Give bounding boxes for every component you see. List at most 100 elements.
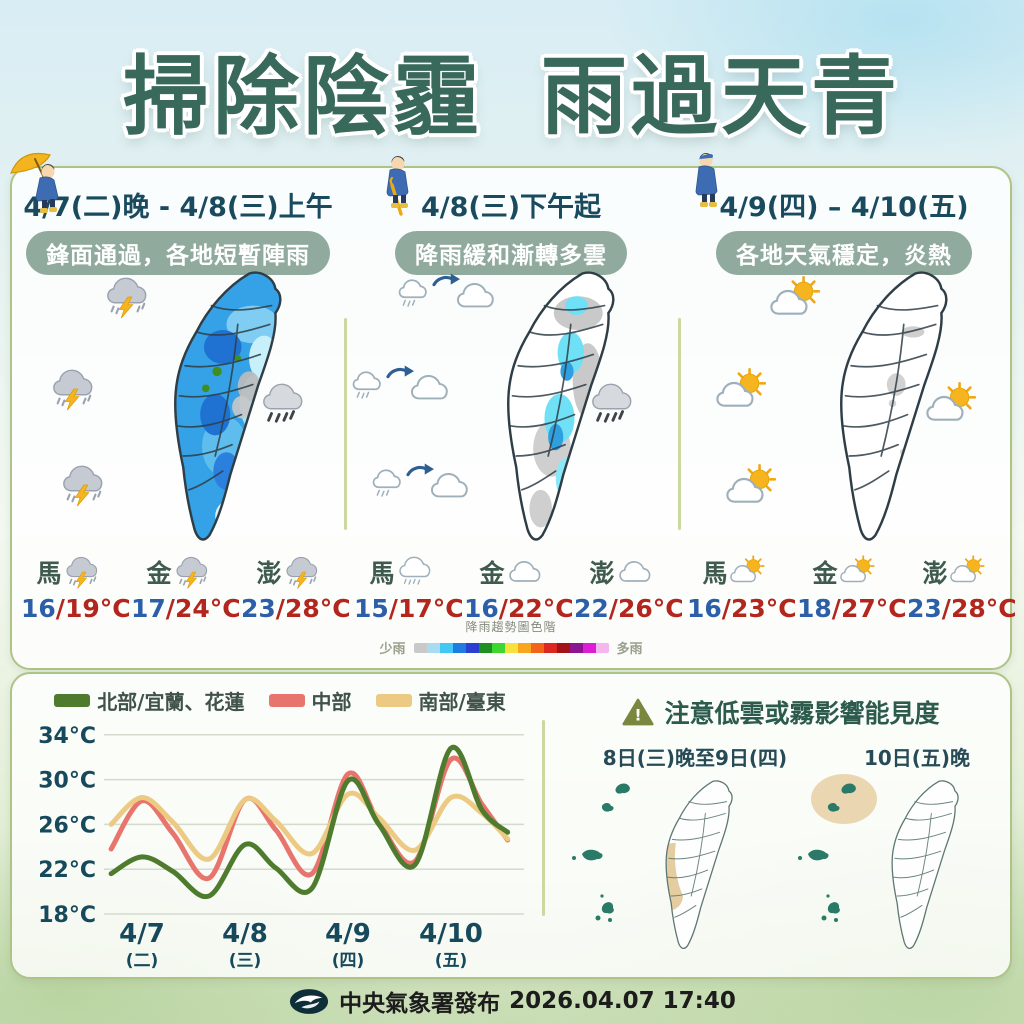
forecast-panel-1: 4/7(二)晚 - 4/8(三)上午 鋒面通過，各地短暫陣雨 xyxy=(12,168,351,668)
panel-3-map-area xyxy=(678,268,1010,553)
svg-text:4/9: 4/9 xyxy=(325,919,371,949)
high-temp: 26 xyxy=(617,594,653,623)
partly-sunny-icon xyxy=(770,274,822,330)
rain-scale-bar xyxy=(413,642,609,653)
station-kinmen: 金 17/24°C xyxy=(131,552,241,623)
station-matsu: 馬 16/23°C xyxy=(687,552,797,623)
panel-2-date: 4/8(三)下午起 xyxy=(420,192,602,223)
station-matsu: 馬 15/17°C xyxy=(354,552,464,623)
low-temp: 16 xyxy=(464,594,499,623)
rain-scale-title: 降雨趨勢圖色階 xyxy=(465,620,557,634)
rain-cloud-icon xyxy=(589,380,635,430)
forecast-panel-3: 4/9(四) – 4/10(五) 各地天氣穩定，炎熱 馬 16/23°C xyxy=(678,168,1017,668)
partly-sunny-icon xyxy=(926,380,978,436)
station-name: 澎 xyxy=(922,559,948,588)
svg-text:30°C: 30°C xyxy=(38,769,96,794)
cloud-icon xyxy=(617,554,653,590)
cloud-icon xyxy=(507,554,543,590)
high-temp: 28 xyxy=(950,594,986,623)
panel-divider xyxy=(344,318,347,530)
page-title: 掃除陰霾 雨過天青 xyxy=(0,26,1024,151)
thunderstorm-icon xyxy=(50,366,96,416)
high-temp: 27 xyxy=(840,594,876,623)
rain-to-cloud-icon xyxy=(395,270,499,320)
warning-triangle-icon: ! xyxy=(622,698,655,725)
panel-3-summary: 各地天氣穩定，炎熱 xyxy=(716,231,972,275)
rain-to-cloud-icon xyxy=(349,362,453,412)
issuing-agency: 中央氣象署發布 xyxy=(339,991,501,1017)
low-temp: 22 xyxy=(574,594,609,623)
svg-text:(五): (五) xyxy=(435,951,468,971)
rain-to-cloud-icon xyxy=(369,460,473,510)
legend-item: 北部/宜蘭、花蓮 xyxy=(54,686,245,715)
panel-2-summary: 降雨緩和漸轉多雲 xyxy=(395,231,627,275)
low-temp: 23 xyxy=(241,594,276,623)
panel-3-stations: 馬 16/23°C 金 18/27°C 澎 23/28°C xyxy=(678,552,1017,623)
low-temp: 18 xyxy=(797,594,832,623)
station-penghu: 澎 23/28°C xyxy=(241,552,351,623)
section-divider xyxy=(542,720,545,916)
legend-item: 南部/臺東 xyxy=(375,686,506,715)
thunderstorm-icon xyxy=(64,554,100,590)
fog-period-1-label: 8日(三)晚至9日(四) xyxy=(602,746,788,770)
character-umbrella-open xyxy=(10,152,59,213)
taiwan-map-easing-rain xyxy=(507,271,615,541)
station-name: 馬 xyxy=(36,559,62,588)
chart-legend: 北部/宜蘭、花蓮 中部 南部/臺東 xyxy=(20,686,540,715)
svg-text:4/8: 4/8 xyxy=(222,919,268,949)
panel-divider xyxy=(678,318,681,530)
issue-datetime: 2026.04.07 17:40 xyxy=(509,988,736,1014)
partly-sunny-icon xyxy=(730,554,766,590)
station-matsu: 馬 16/19°C xyxy=(21,552,131,623)
low-temp: 16 xyxy=(687,594,722,623)
panel-1-stations: 馬 16/19°C 金 17/24°C 澎 23/28°C xyxy=(12,552,351,623)
thunderstorm-icon xyxy=(60,462,106,512)
thunderstorm-icon xyxy=(174,554,210,590)
fog-warning-title: 注意低雲或霧影響能見度 xyxy=(664,699,940,728)
svg-text:26°C: 26°C xyxy=(38,813,96,838)
svg-text:(三): (三) xyxy=(229,951,262,971)
high-temp: 17 xyxy=(397,594,433,623)
high-temp: 23 xyxy=(730,594,766,623)
partly-sunny-icon xyxy=(840,554,876,590)
panel-2-map-area xyxy=(345,268,677,553)
light-rain-icon xyxy=(397,554,433,590)
legend-item: 中部 xyxy=(268,686,352,715)
rain-scale-right-label: 多雨 xyxy=(616,642,643,657)
station-kinmen: 金 16/22°C xyxy=(464,552,574,623)
station-name: 金 xyxy=(812,559,838,588)
station-name: 澎 xyxy=(589,559,615,588)
high-temp: 19 xyxy=(64,594,100,623)
svg-text:22°C: 22°C xyxy=(38,858,96,883)
low-temp: 17 xyxy=(131,594,166,623)
thunderstorm-icon xyxy=(284,554,320,590)
panel-1-map-area xyxy=(12,268,344,553)
temperature-trend-chart: 34°C 30°C 26°C 22°C 18°C 4/7(二) 4/8(三) 4/9(四) 4/… xyxy=(38,724,524,971)
high-temp: 28 xyxy=(284,594,320,623)
station-penghu: 澎 23/28°C xyxy=(907,552,1017,623)
fog-period-2-label: 10日(五)晚 xyxy=(863,746,971,770)
partly-sunny-icon xyxy=(726,462,778,518)
offshore-islands xyxy=(572,783,630,922)
title-part-2: 雨過天青 xyxy=(541,47,901,147)
taiwan-map-clear xyxy=(840,271,948,541)
svg-text:34°C: 34°C xyxy=(38,724,96,749)
station-name: 金 xyxy=(146,559,172,588)
thunderstorm-icon xyxy=(104,274,150,324)
fog-highlight-matsu xyxy=(811,774,877,824)
low-temp: 15 xyxy=(354,594,389,623)
station-penghu: 澎 22/26°C xyxy=(574,552,684,623)
svg-text:4/7: 4/7 xyxy=(119,919,165,949)
fog-map-period-2 xyxy=(798,774,959,950)
forecast-panel-2: 4/8(三)下午起 降雨緩和漸轉多雲 xyxy=(345,168,684,668)
station-name: 馬 xyxy=(369,559,395,588)
panel-1-summary: 鋒面通過，各地短暫陣雨 xyxy=(26,231,330,275)
offshore-islands xyxy=(798,783,856,922)
character-umbrella-closed xyxy=(386,155,409,216)
partly-sunny-icon xyxy=(716,366,768,422)
bottom-card: 北部/宜蘭、花蓮 中部 南部/臺東 34°C 30°C 26°C 22°C 18°C 4/7(… xyxy=(10,672,1012,979)
svg-text:!: ! xyxy=(635,705,642,724)
footer: 中央氣象署發布 2026.04.07 17:40 xyxy=(0,984,1024,1018)
title-part-1: 掃除陰霾 xyxy=(123,47,483,147)
fog-map-period-1 xyxy=(572,780,733,950)
